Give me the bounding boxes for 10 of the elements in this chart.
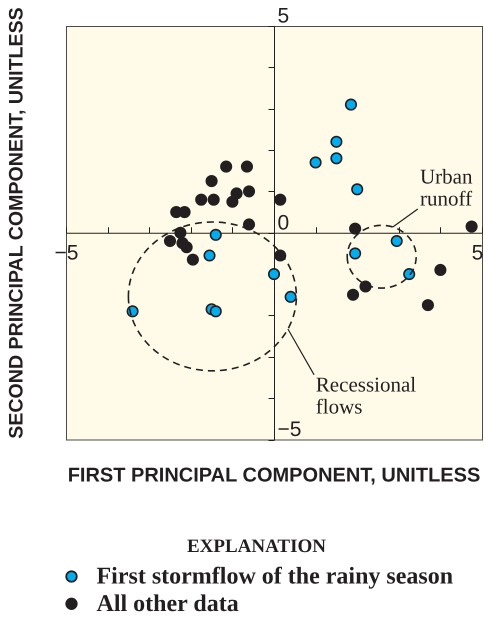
y-tick-label: −5 (278, 418, 302, 441)
legend-title: EXPLANATION (187, 536, 326, 557)
y-tick-label: 0 (278, 211, 290, 234)
y-axis-title: SECOND PRINCIPAL COMPONENT, UNITLESS (6, 7, 28, 439)
annotation: Recessional flows (316, 372, 416, 418)
legend-label: All other data (96, 590, 239, 617)
legend-label: First stormflow of the rainy season (96, 564, 454, 590)
x-axis-title: FIRST PRINCIPAL COMPONENT, UNITLESS (68, 464, 480, 486)
y-tick-label: 5 (278, 4, 290, 28)
annotation: Urban runoff (420, 164, 473, 211)
